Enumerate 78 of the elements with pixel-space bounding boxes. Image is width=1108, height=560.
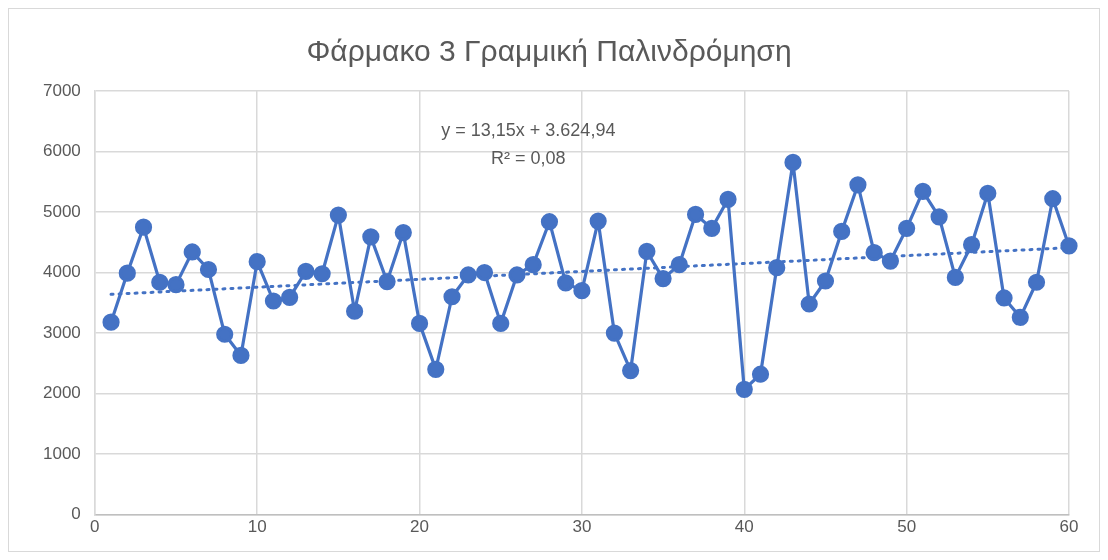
point [1044,190,1062,208]
point [946,268,964,286]
point [557,274,575,292]
point [833,222,851,240]
point [167,276,185,294]
point [898,219,916,237]
point [216,325,234,343]
point [118,264,136,282]
point [719,190,737,208]
point [589,212,607,230]
point [735,380,753,398]
point [394,224,412,242]
y-tick-label: 4000 [42,262,81,282]
point [248,253,266,271]
point [962,236,981,254]
point [329,206,347,224]
point [508,266,526,284]
point [459,266,477,284]
point [979,184,997,202]
point [881,252,899,270]
chart-title: Φάρμακο 3 Γραμμική Παλινδρόμηση [306,34,792,68]
point [849,176,867,194]
point [1060,237,1078,255]
point [492,314,510,332]
point [346,302,364,320]
point [281,288,299,306]
y-tick-label: 3000 [42,322,81,342]
y-tick-label: 2000 [42,383,81,403]
point [751,365,770,383]
x-tick-label: 50 [897,517,917,537]
point [410,314,429,332]
point [264,292,283,310]
point [995,289,1013,307]
x-tick-label: 10 [247,517,267,537]
point [865,243,883,262]
x-tick-label: 60 [1059,517,1079,537]
point [362,228,380,246]
x-tick-label: 20 [410,517,430,537]
point [638,242,656,260]
point [573,282,591,300]
y-tick-label: 0 [71,504,81,524]
point [605,324,623,342]
point [1011,308,1029,326]
y-tick-label: 7000 [42,80,81,100]
point [378,273,396,291]
point [313,265,331,283]
point [670,256,688,274]
point [930,208,948,226]
point [475,263,494,282]
point [199,260,218,279]
point [427,360,445,378]
y-tick-label: 1000 [42,443,81,463]
x-tick-label: 30 [572,517,592,537]
y-tick-label: 6000 [42,141,81,161]
point [800,295,818,313]
point [540,213,559,231]
point [232,346,250,365]
point [914,182,932,201]
x-tick-label: 0 [90,517,100,537]
point [784,153,802,172]
point [134,218,153,236]
point [524,256,542,274]
point [151,273,169,291]
point [768,259,786,277]
point [622,361,640,380]
point [1027,273,1046,291]
annotation: y = 13,15x + 3.624,94 [441,119,616,140]
y-tick-label: 5000 [42,201,81,221]
x-tick-label: 40 [734,517,754,537]
point [443,288,461,306]
point [816,272,835,290]
point [686,205,705,224]
point [102,313,120,331]
annotation: R² = 0,08 [491,147,566,168]
point [654,269,672,288]
point [183,243,201,261]
point [703,219,721,237]
point [297,262,315,280]
